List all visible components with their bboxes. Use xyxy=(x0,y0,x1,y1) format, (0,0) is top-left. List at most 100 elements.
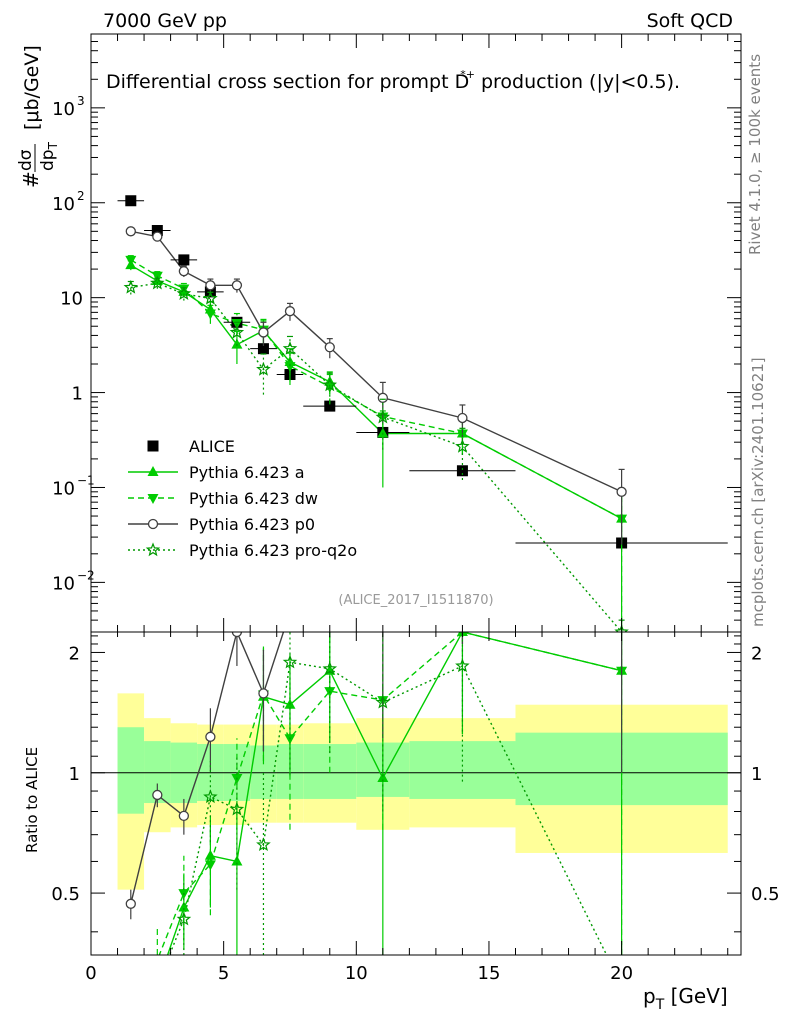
pythia-6-423-pro-q2o-point xyxy=(375,409,391,424)
pythia-6-423-dw-point xyxy=(125,255,137,266)
pythia-6-423-p0-point xyxy=(205,280,216,291)
legend-marker-pythia-6-423-pro-q2o xyxy=(145,542,161,557)
legend-label-alice: ALICE xyxy=(189,437,235,456)
pythia-6-423-pro-q2o-point xyxy=(229,324,245,339)
mcplots-label: mcplots.cern.ch [arXiv:2401.10621] xyxy=(749,357,767,627)
analysis-id-label: (ALICE_2017_I1511870) xyxy=(338,593,493,608)
pythia-6-423-pro-q2o-point xyxy=(455,438,470,453)
pythia-6-423-a-ratio-point xyxy=(231,855,243,866)
pythia-6-423-p0-point xyxy=(258,327,269,338)
plot-title: Differential cross section for prompt D*… xyxy=(106,68,680,93)
alice-point xyxy=(257,343,269,355)
plot-title-part2: production (|y|<0.5). xyxy=(475,71,680,93)
ratio-y-tick-label-left: 2 xyxy=(69,643,80,664)
x-tick-label: 5 xyxy=(218,963,229,984)
ratio-y-tick-label-left: 0.5 xyxy=(51,884,80,905)
legend-label-pythia-6-423-pro-q2o: Pythia 6.423 pro-q2o xyxy=(189,541,357,560)
pythia-6-423-pro-q2o-ratio-point xyxy=(203,789,218,804)
y-tick-label: 10 xyxy=(52,99,75,120)
x-axis-label: pT [GeV] xyxy=(643,984,728,1013)
pythia-6-423-pro-q2o-point xyxy=(282,341,298,355)
pythia-6-423-pro-q2o-point xyxy=(322,377,338,392)
pythia-6-423-p0-ratio-point xyxy=(178,810,190,822)
pythia-6-423-dw-point xyxy=(284,362,296,373)
alice-point xyxy=(178,254,190,266)
x-tick-label: 10 xyxy=(345,963,368,984)
y-axis-label-hash: # xyxy=(19,171,43,188)
ratio-y-tick-label-right: 0.5 xyxy=(751,884,780,905)
pythia-6-423-p0-point xyxy=(231,280,243,291)
y-tick-label: 1 xyxy=(72,384,83,405)
plot-title-superscript: *+ xyxy=(460,68,475,81)
ratio-data-points xyxy=(125,632,628,955)
pythia-6-423-p0-point xyxy=(284,306,296,317)
pythia-6-423-p0-point xyxy=(152,231,163,242)
y-tick-label: 10 xyxy=(52,194,75,215)
pythia-6-423-p0-ratio-point xyxy=(205,731,216,742)
pythia-6-423-pro-q2o-point xyxy=(176,286,192,300)
y-axis-label-unit: [μb/GeV] xyxy=(21,45,43,130)
pythia-6-423-p0-point xyxy=(457,412,468,424)
pythia-6-423-p0-point xyxy=(125,226,136,237)
header-left: 7000 GeV pp xyxy=(103,10,227,32)
ratio-band-stat xyxy=(117,727,145,814)
alice-point xyxy=(324,400,336,412)
pythia-6-423-a-point xyxy=(231,338,243,349)
y-tick-exponent: −1 xyxy=(77,473,95,487)
legend-label-pythia-6-423-dw: Pythia 6.423 dw xyxy=(189,489,318,508)
pythia-6-423-p0-ratio-point xyxy=(258,688,269,699)
y-tick-label: 10 xyxy=(52,478,75,499)
y-axis-label-numerator: dσ xyxy=(16,149,36,171)
x-tick-label: 0 xyxy=(85,963,96,984)
rivet-version-label: Rivet 4.1.0, ≥ 100k events xyxy=(746,54,764,255)
pythia-6-423-pro-q2o-ratio-point xyxy=(375,694,391,709)
y-tick-exponent: 3 xyxy=(77,94,85,108)
pythia-6-423-p0-ratio-point xyxy=(152,789,163,801)
pythia-6-423-pro-q2o-ratio-point xyxy=(322,661,338,676)
pythia-6-423-pro-q2o-ratio-point xyxy=(229,801,245,816)
pythia-6-423-p0-ratio-point xyxy=(231,632,243,638)
pythia-6-423-pro-q2o-point xyxy=(256,361,271,376)
pythia-6-423-p0-point xyxy=(377,392,388,403)
pythia-6-423-pro-q2o-ratio-point xyxy=(256,837,271,852)
pythia-6-423-p0-point xyxy=(616,486,627,497)
legend-marker-alice xyxy=(147,440,159,452)
ratio-y-tick-label-left: 1 xyxy=(69,764,80,785)
main-data-points xyxy=(117,195,728,632)
ratio-y-tick-label-right: 2 xyxy=(751,643,762,664)
y-tick-exponent: −2 xyxy=(77,568,95,582)
y-axis-label-denominator: dpT xyxy=(38,141,60,171)
pythia-6-423-dw-ratio-point xyxy=(204,860,216,871)
alice-point xyxy=(456,465,468,477)
legend-marker-pythia-6-423-dw xyxy=(147,494,159,504)
alice-point xyxy=(125,195,137,207)
y-axis-label: # dσ dpT [μb/GeV] xyxy=(16,45,60,188)
alice-point xyxy=(151,225,163,237)
pythia-6-423-pro-q2o-point xyxy=(123,279,139,294)
plot-title-part1: Differential cross section for prompt D xyxy=(106,71,469,93)
legend-label-pythia-6-423-a: Pythia 6.423 a xyxy=(189,463,305,482)
pythia-6-423-p0-ratio-point xyxy=(125,898,136,909)
y-tick-label: 10 xyxy=(60,289,83,310)
pythia-6-423-pro-q2o-point xyxy=(150,275,165,290)
ratio-y-axis-label: Ratio to ALICE xyxy=(23,747,41,853)
legend-marker-pythia-6-423-a xyxy=(147,466,159,476)
pythia-6-423-p0-point xyxy=(178,266,190,277)
legend-marker-pythia-6-423-p0 xyxy=(147,518,159,530)
legend: ALICE Pythia 6.423 a Pythia 6.423 dw Pythia… xyxy=(128,437,357,560)
x-tick-label: 15 xyxy=(478,963,501,984)
ratio-y-tick-label-right: 1 xyxy=(751,764,762,785)
pythia-6-423-pro-q2o-ratio-point xyxy=(282,654,298,669)
ratio-plot-frame xyxy=(90,631,742,956)
pythia-6-423-pro-q2o-point xyxy=(203,290,218,305)
pythia-6-423-dw-point xyxy=(204,309,216,320)
pythia-6-423-pro-q2o-point xyxy=(614,624,629,632)
pythia-6-423-p0-point xyxy=(324,342,335,353)
x-tick-label: 20 xyxy=(610,963,633,984)
y-tick-label: 10 xyxy=(52,573,75,594)
y-tick-exponent: 2 xyxy=(77,189,85,203)
pythia-6-423-pro-q2o-ratio-point xyxy=(176,911,192,926)
header-right: Soft QCD xyxy=(647,10,733,32)
